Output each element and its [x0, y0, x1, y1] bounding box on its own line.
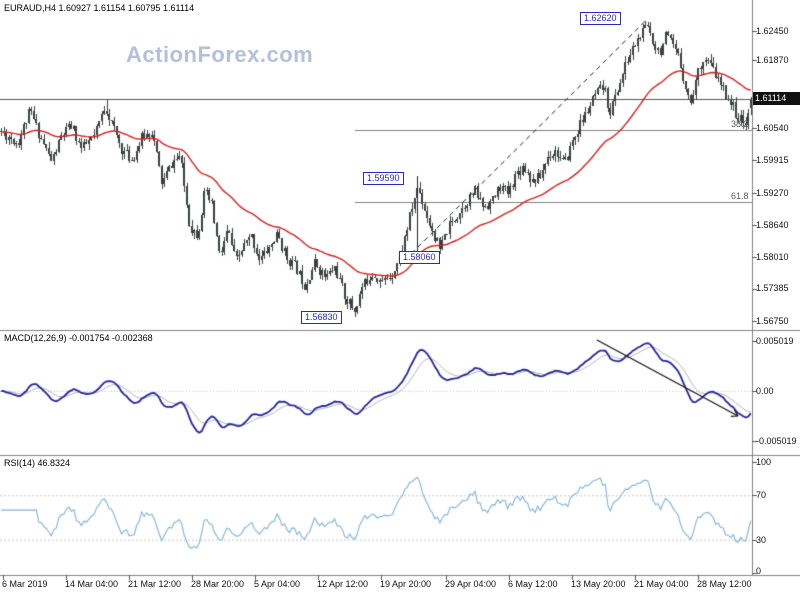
x-axis-label: 19 Apr 20:00 [380, 579, 432, 589]
price-axis-label: 1.58010 [756, 252, 789, 262]
price-axis-label: 1.56750 [756, 316, 789, 326]
x-axis-label: 28 Mar 20:00 [191, 579, 245, 589]
price-axis-label: 1.59270 [756, 188, 789, 198]
price-axis-label: 1.60540 [756, 123, 789, 133]
x-axis-label: 29 Apr 04:00 [445, 579, 497, 589]
watermark: ActionForex.com [126, 42, 314, 67]
macd-axis-label: 0.005019 [756, 336, 794, 346]
price-axis-label: 1.57385 [756, 283, 789, 293]
x-axis-label: 13 May 20:00 [571, 579, 626, 589]
x-axis-label: 6 Mar 2019 [2, 579, 48, 589]
fib-label-618: 61.8 [731, 191, 749, 201]
price-annotation-swing-high[interactable]: 1.59590 [363, 172, 404, 185]
x-axis-label: 21 May 04:00 [634, 579, 689, 589]
rsi-axis-label: 30 [756, 535, 767, 545]
rsi-label: RSI(14) 46.8324 [4, 458, 71, 468]
rsi-axis-label: 70 [756, 490, 767, 500]
current-price-tag: 1.61114 [753, 92, 800, 105]
macd-axis-label: -0.005019 [756, 436, 797, 446]
price-annotation-low[interactable]: 1.56830 [301, 311, 342, 324]
x-axis-label: 6 May 12:00 [508, 579, 558, 589]
chart-title: EURAUD,H4 1.60927 1.61154 1.60795 1.6111… [4, 3, 195, 13]
price-axis-label: 1.59915 [756, 155, 789, 165]
rsi-axis-label: 100 [756, 457, 772, 467]
x-axis-label: 5 Apr 04:00 [254, 579, 301, 589]
macd-axis-label: 0.00 [756, 386, 774, 396]
price-annotation-swing-low[interactable]: 1.58060 [399, 251, 440, 264]
price-axis-label: 1.58640 [756, 220, 789, 230]
x-axis-label: 28 May 12:00 [697, 579, 752, 589]
fib-label-382: 38.2 [731, 119, 749, 129]
x-axis-label: 14 Mar 04:00 [65, 579, 119, 589]
rsi-axis-label: 0 [756, 566, 762, 576]
price-axis-label: 1.61870 [756, 55, 789, 65]
macd-label: MACD(12,26,9) -0.001754 -0.002368 [4, 333, 153, 343]
x-axis-label: 21 Mar 12:00 [128, 579, 182, 589]
price-axis-label: 1.62450 [756, 26, 789, 36]
price-annotation-high[interactable]: 1.62620 [580, 12, 621, 25]
x-axis-label: 12 Apr 12:00 [317, 579, 369, 589]
